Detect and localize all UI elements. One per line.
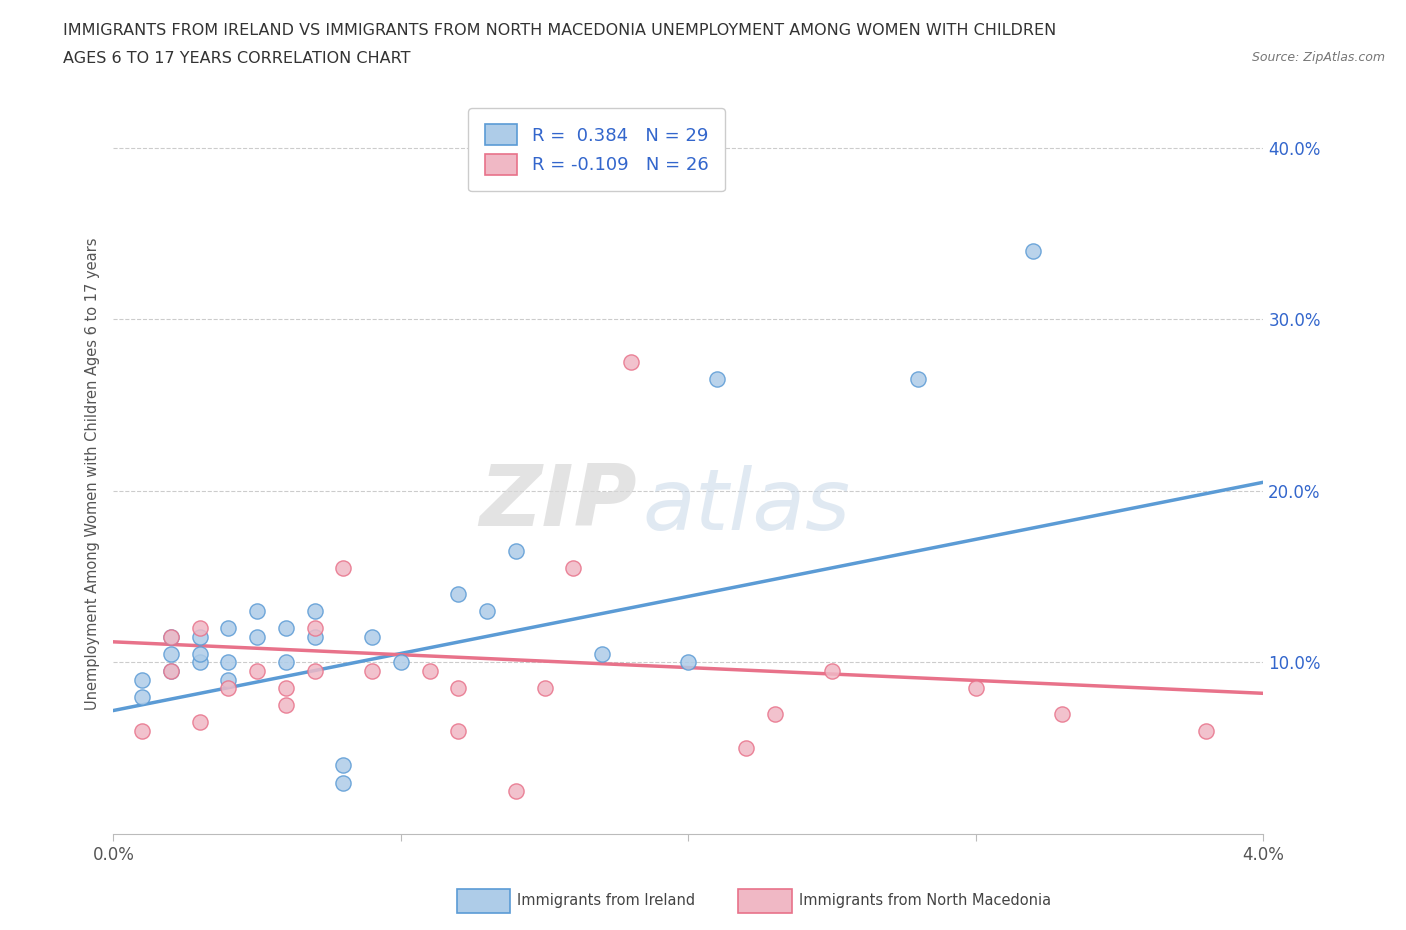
Point <box>361 664 384 679</box>
Point <box>332 758 354 773</box>
Point <box>246 630 269 644</box>
Point <box>188 620 211 635</box>
Point <box>332 775 354 790</box>
Point <box>160 630 183 644</box>
Point <box>821 664 844 679</box>
Point <box>1050 707 1073 722</box>
Text: ZIP: ZIP <box>479 461 637 544</box>
Point <box>1195 724 1218 738</box>
Point <box>678 655 700 670</box>
Text: Source: ZipAtlas.com: Source: ZipAtlas.com <box>1251 51 1385 64</box>
Y-axis label: Unemployment Among Women with Children Ages 6 to 17 years: Unemployment Among Women with Children A… <box>86 237 100 710</box>
Point <box>218 655 240 670</box>
Point <box>447 586 470 601</box>
Point <box>188 630 211 644</box>
Point <box>562 561 585 576</box>
Legend: R =  0.384   N = 29, R = -0.109   N = 26: R = 0.384 N = 29, R = -0.109 N = 26 <box>468 108 724 192</box>
Point <box>188 646 211 661</box>
Text: atlas: atlas <box>643 465 851 548</box>
Point <box>304 630 326 644</box>
Text: AGES 6 TO 17 YEARS CORRELATION CHART: AGES 6 TO 17 YEARS CORRELATION CHART <box>63 51 411 66</box>
Point <box>274 698 297 712</box>
Point <box>304 664 326 679</box>
Point <box>907 372 929 387</box>
Point <box>505 543 527 558</box>
Point <box>304 620 326 635</box>
Point <box>533 681 555 696</box>
Point <box>447 724 470 738</box>
Point <box>1022 243 1045 258</box>
Point <box>160 646 183 661</box>
Point <box>361 630 384 644</box>
Point <box>160 664 183 679</box>
Point <box>246 664 269 679</box>
Point <box>131 689 153 704</box>
Point <box>218 681 240 696</box>
Point <box>620 354 643 369</box>
Point <box>274 681 297 696</box>
Text: Immigrants from North Macedonia: Immigrants from North Macedonia <box>799 893 1050 908</box>
Point <box>246 604 269 618</box>
Point <box>332 561 354 576</box>
Point <box>706 372 728 387</box>
Point <box>131 724 153 738</box>
Point <box>389 655 412 670</box>
Point <box>304 604 326 618</box>
Point <box>735 741 758 756</box>
Point <box>591 646 613 661</box>
Point <box>763 707 786 722</box>
Point <box>419 664 441 679</box>
Point <box>274 620 297 635</box>
Text: IMMIGRANTS FROM IRELAND VS IMMIGRANTS FROM NORTH MACEDONIA UNEMPLOYMENT AMONG WO: IMMIGRANTS FROM IRELAND VS IMMIGRANTS FR… <box>63 23 1056 38</box>
Point <box>131 672 153 687</box>
Point <box>218 672 240 687</box>
Point <box>274 655 297 670</box>
Point <box>505 784 527 799</box>
Text: Immigrants from Ireland: Immigrants from Ireland <box>517 893 696 908</box>
Point <box>160 630 183 644</box>
Point <box>160 664 183 679</box>
Point <box>965 681 987 696</box>
Point <box>218 620 240 635</box>
Point <box>477 604 499 618</box>
Point <box>447 681 470 696</box>
Point <box>188 655 211 670</box>
Point <box>188 715 211 730</box>
